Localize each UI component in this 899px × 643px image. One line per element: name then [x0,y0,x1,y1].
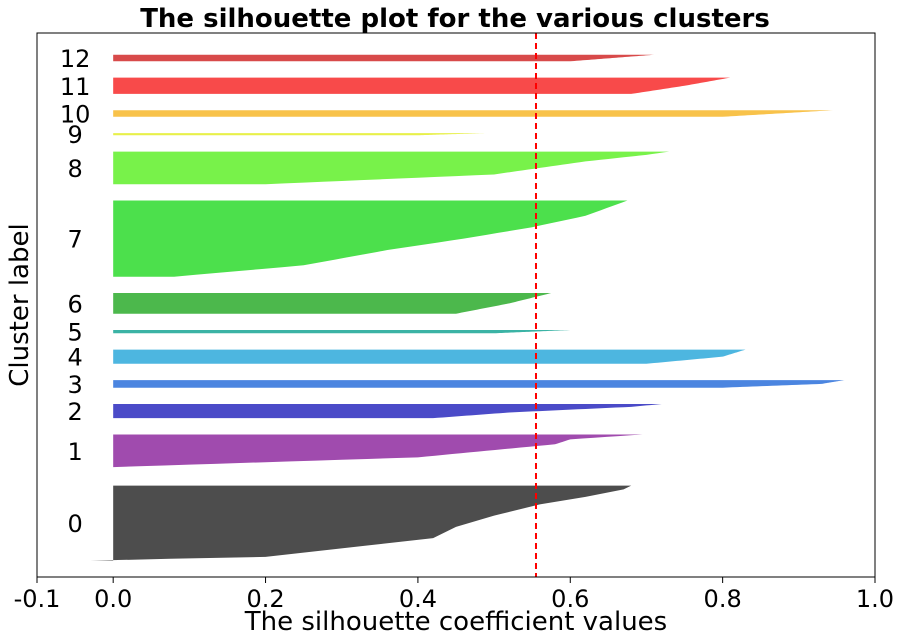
cluster-11-silhouette [113,77,731,94]
cluster-label-8: 8 [67,155,82,183]
x-tick-label: 1.0 [856,585,894,613]
x-tick-label: -0.1 [14,585,61,613]
cluster-2-silhouette [113,404,662,419]
cluster-6-silhouette [113,293,552,314]
cluster-12-silhouette [113,54,655,62]
cluster-10-silhouette [113,110,834,117]
cluster-1-silhouette [113,434,643,468]
cluster-9-silhouette [113,133,487,136]
cluster-0-silhouette [90,485,632,561]
x-axis-label: The silhouette coefficient values [244,607,667,637]
chart-title: The silhouette plot for the various clus… [140,4,770,34]
cluster-4-silhouette [113,349,746,364]
cluster-label-2: 2 [67,398,82,426]
x-tick-label: 0.4 [399,585,437,613]
x-tick-label: 0.6 [551,585,589,613]
cluster-label-4: 4 [67,344,82,372]
cluster-7-silhouette [113,200,628,277]
cluster-3-silhouette [113,380,845,388]
x-tick-label: 0.2 [246,585,284,613]
cluster-5-silhouette [113,330,571,334]
cluster-label-7: 7 [67,226,82,254]
plot-frame [36,32,876,578]
cluster-8-silhouette [113,151,670,185]
cluster-label-6: 6 [67,290,82,318]
cluster-label-3: 3 [67,371,82,399]
y-axis-label: Cluster label [5,223,35,386]
cluster-label-5: 5 [67,319,82,347]
x-tick-label: 0.0 [94,585,132,613]
cluster-label-0: 0 [67,510,82,538]
cluster-label-9: 9 [67,121,82,149]
cluster-label-11: 11 [60,73,91,101]
cluster-label-10: 10 [60,101,91,129]
cluster-label-1: 1 [67,438,82,466]
cluster-label-12: 12 [60,45,91,73]
x-axis-ticks: -0.1 0.0 0.2 0.4 0.6 0.8 1.0 [14,577,894,613]
x-tick-label: 0.8 [704,585,742,613]
